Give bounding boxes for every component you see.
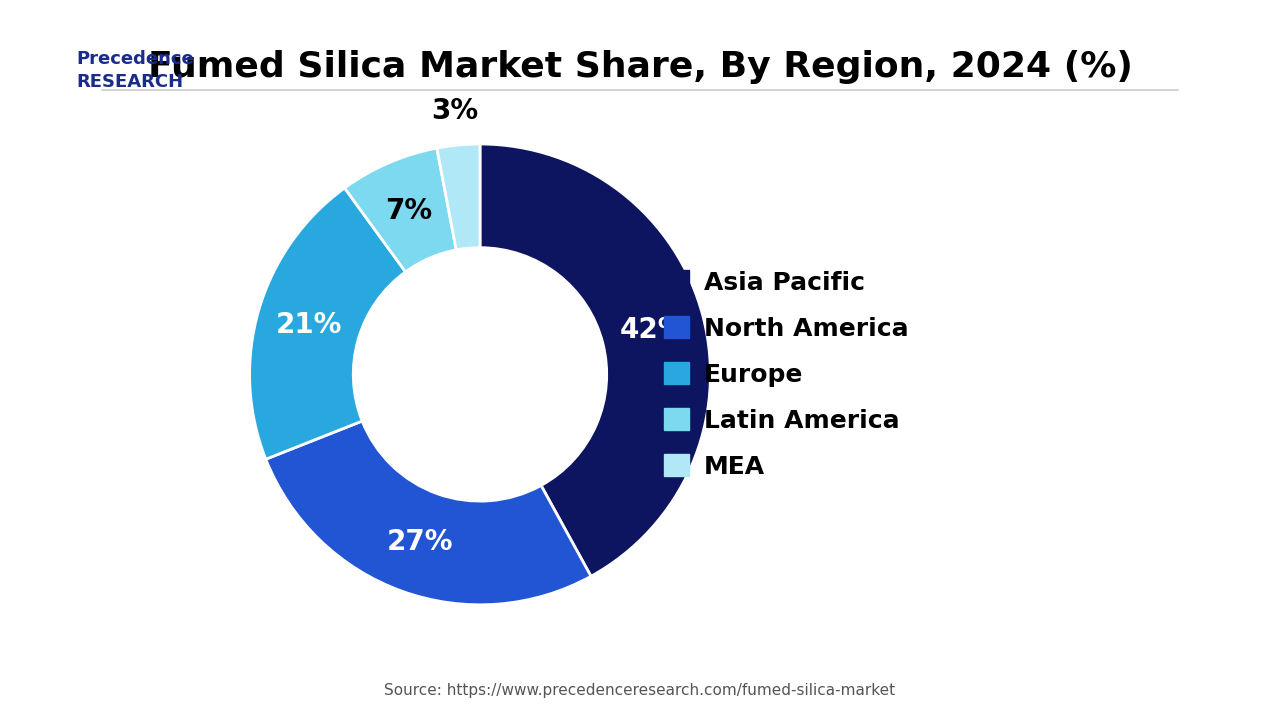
Text: 42%: 42%	[620, 316, 686, 344]
Text: Fumed Silica Market Share, By Region, 2024 (%): Fumed Silica Market Share, By Region, 20…	[147, 50, 1133, 84]
Wedge shape	[250, 188, 406, 459]
Text: 27%: 27%	[387, 528, 453, 557]
Text: 21%: 21%	[275, 310, 342, 338]
Legend: Asia Pacific, North America, Europe, Latin America, MEA: Asia Pacific, North America, Europe, Lat…	[654, 260, 919, 489]
Text: Source: https://www.precedenceresearch.com/fumed-silica-market: Source: https://www.precedenceresearch.c…	[384, 683, 896, 698]
Wedge shape	[480, 144, 710, 576]
Text: 7%: 7%	[385, 197, 433, 225]
Wedge shape	[266, 421, 591, 605]
Text: Precedence
RESEARCH: Precedence RESEARCH	[77, 50, 195, 91]
Text: 3%: 3%	[431, 96, 479, 125]
Wedge shape	[436, 144, 480, 250]
Wedge shape	[344, 148, 456, 272]
